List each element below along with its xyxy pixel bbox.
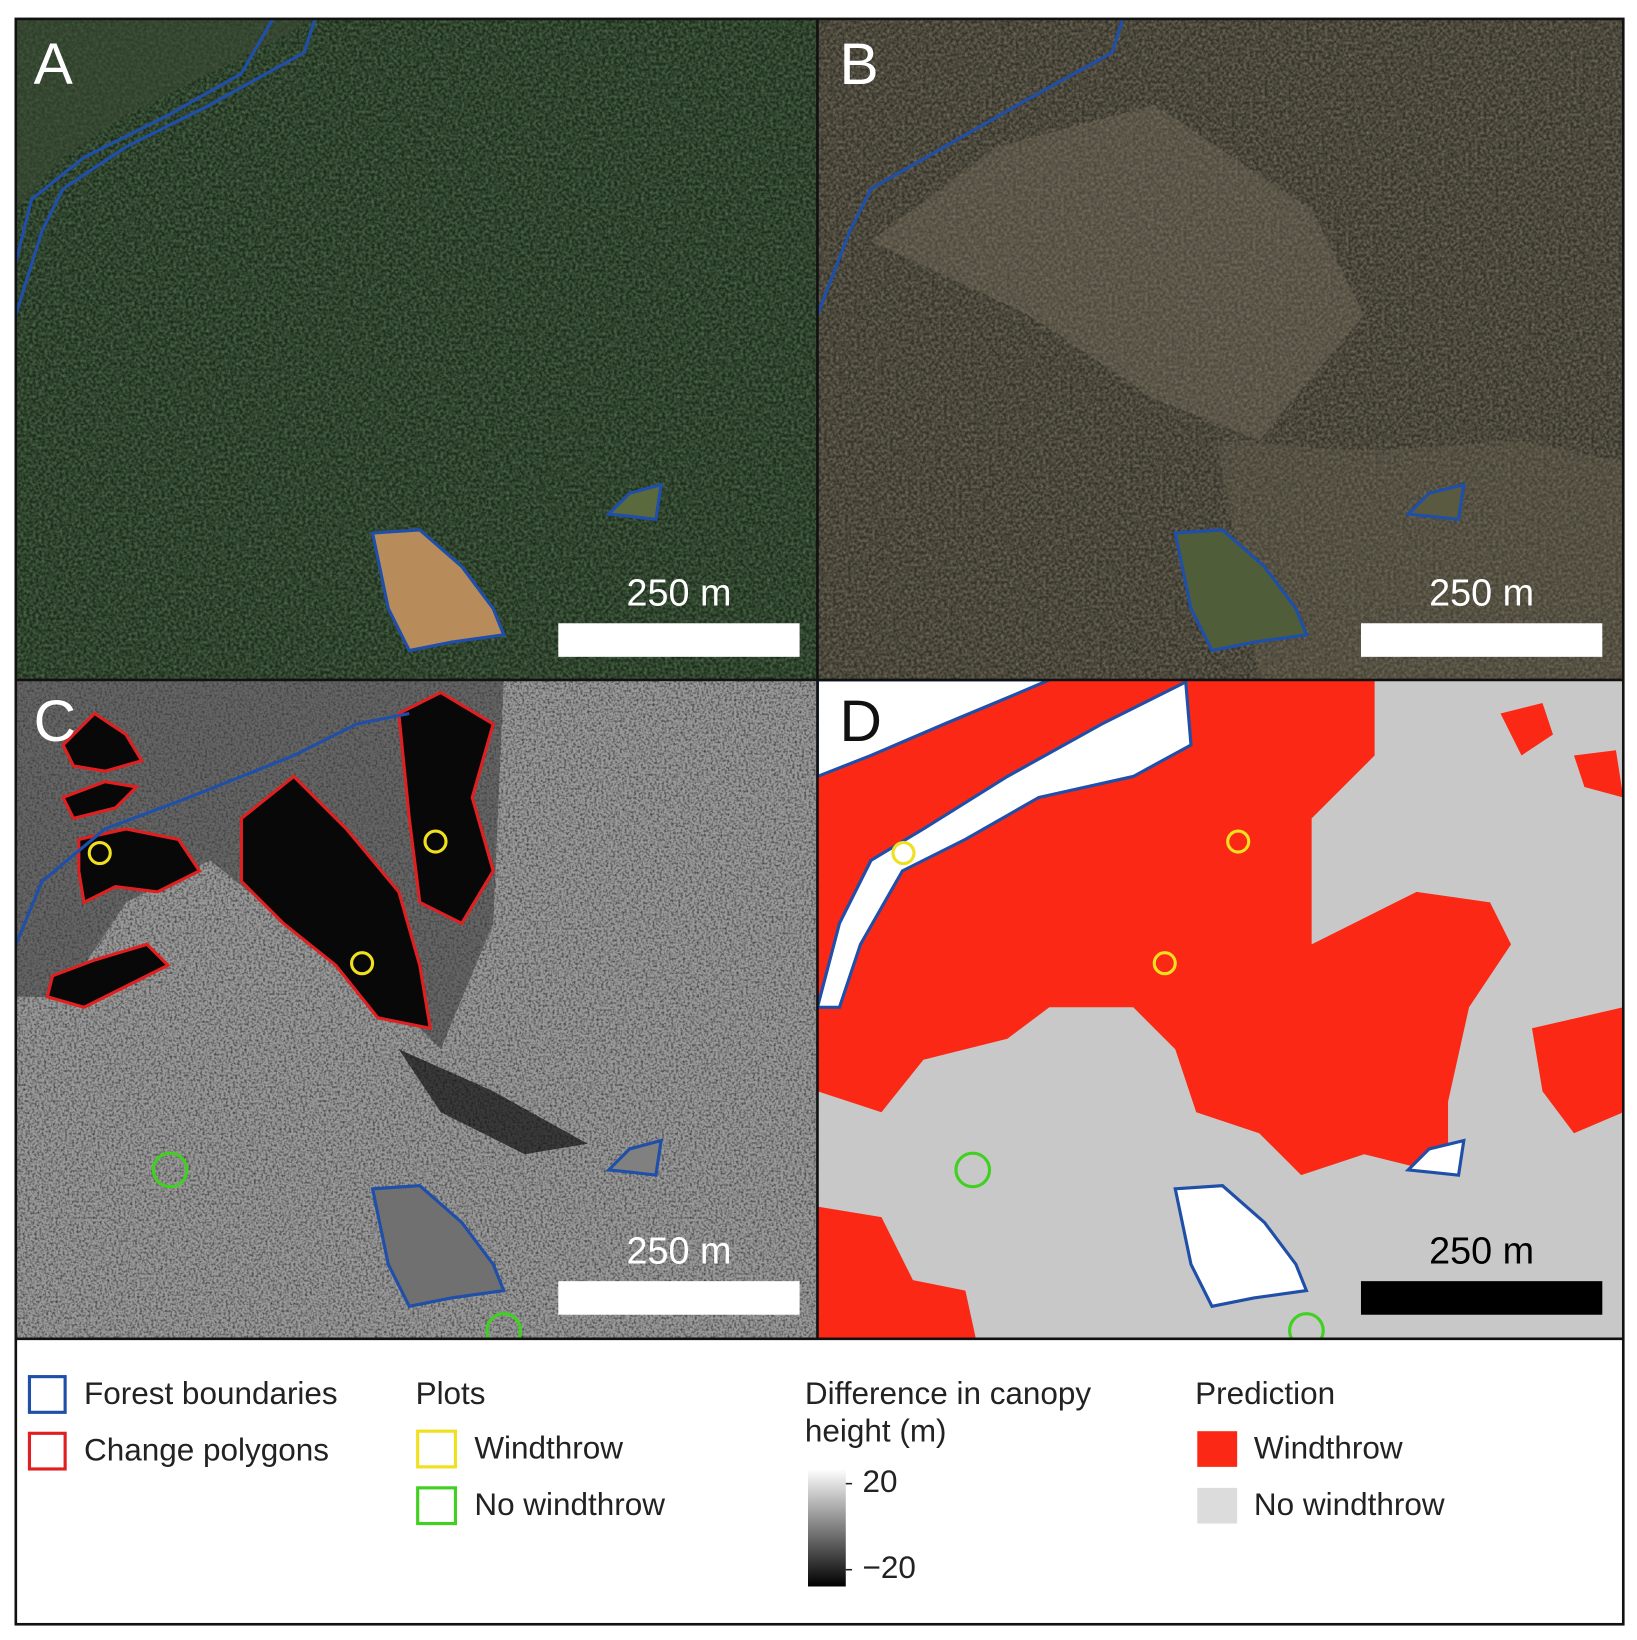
legend-title: Prediction xyxy=(1195,1376,1335,1411)
panel-d xyxy=(817,679,1624,1339)
panel-label: D xyxy=(839,689,881,754)
panel-label: B xyxy=(839,32,878,97)
panel-c xyxy=(15,679,818,1339)
legend-label: Windthrow xyxy=(1254,1430,1403,1465)
legend-key xyxy=(27,1375,67,1414)
panel-b xyxy=(817,18,1624,680)
panel-label: A xyxy=(34,32,74,97)
legend: Forest boundaries Change polygons Plots … xyxy=(27,1375,1445,1587)
legend-label: Forest boundaries xyxy=(84,1376,338,1411)
legend-label: Windthrow xyxy=(474,1430,623,1465)
panel-a xyxy=(15,18,818,680)
legend-label: No windthrow xyxy=(474,1487,665,1522)
legend-key xyxy=(416,1486,458,1526)
colorbar xyxy=(808,1468,846,1587)
legend-title: Difference in canopy xyxy=(805,1376,1092,1411)
legend-title: Plots xyxy=(416,1376,486,1411)
colorbar-tick-label: −20 xyxy=(863,1550,916,1585)
scale-bar xyxy=(558,623,800,657)
legend-key xyxy=(416,1429,458,1469)
legend-label: No windthrow xyxy=(1254,1487,1445,1522)
legend-title: height (m) xyxy=(805,1414,947,1449)
scale-label: 250 m xyxy=(626,572,731,614)
frame xyxy=(14,17,1625,1626)
scale-label: 250 m xyxy=(626,1230,731,1272)
scale-bar xyxy=(1360,623,1603,657)
legend-key xyxy=(1197,1431,1238,1467)
colorbar-tick-label: 20 xyxy=(863,1464,898,1499)
scale-bar xyxy=(558,1281,800,1315)
scale-label: 250 m xyxy=(1429,572,1534,614)
legend-key xyxy=(1197,1487,1238,1524)
scale-label: 250 m xyxy=(1429,1230,1534,1272)
scale-bar xyxy=(1360,1281,1603,1315)
panel-label: C xyxy=(34,689,76,754)
legend-key xyxy=(27,1431,67,1471)
legend-label: Change polygons xyxy=(84,1432,329,1467)
